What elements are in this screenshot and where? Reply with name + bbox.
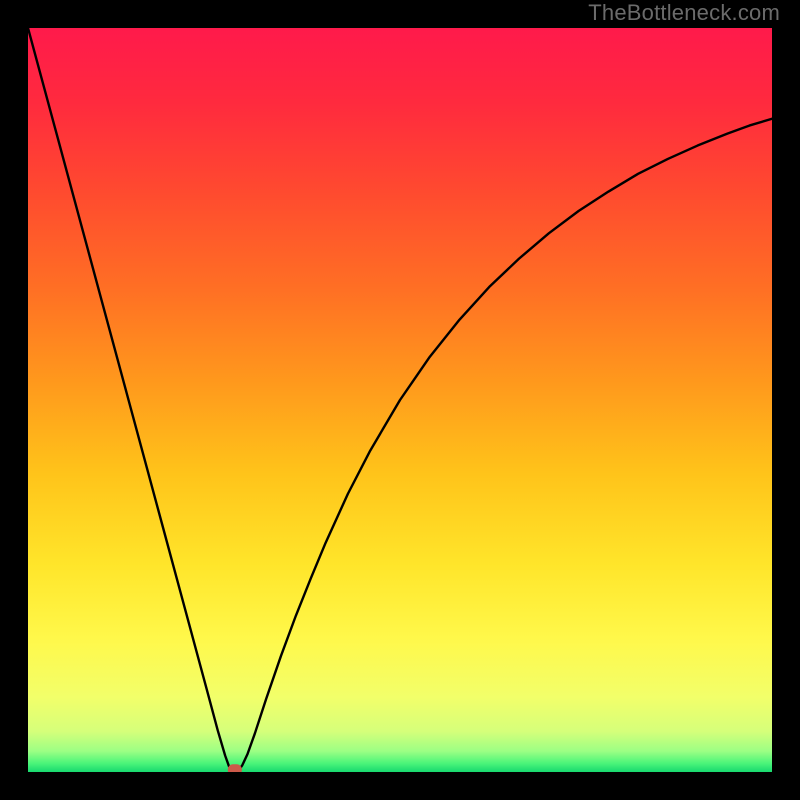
plot-area [28, 28, 772, 772]
watermark-text: TheBottleneck.com [588, 0, 780, 26]
chart-frame [0, 0, 800, 800]
minimum-marker [228, 764, 242, 772]
curve-layer [28, 28, 772, 772]
chart-stage: TheBottleneck.com [0, 0, 800, 800]
bottleneck-curve [28, 28, 772, 772]
